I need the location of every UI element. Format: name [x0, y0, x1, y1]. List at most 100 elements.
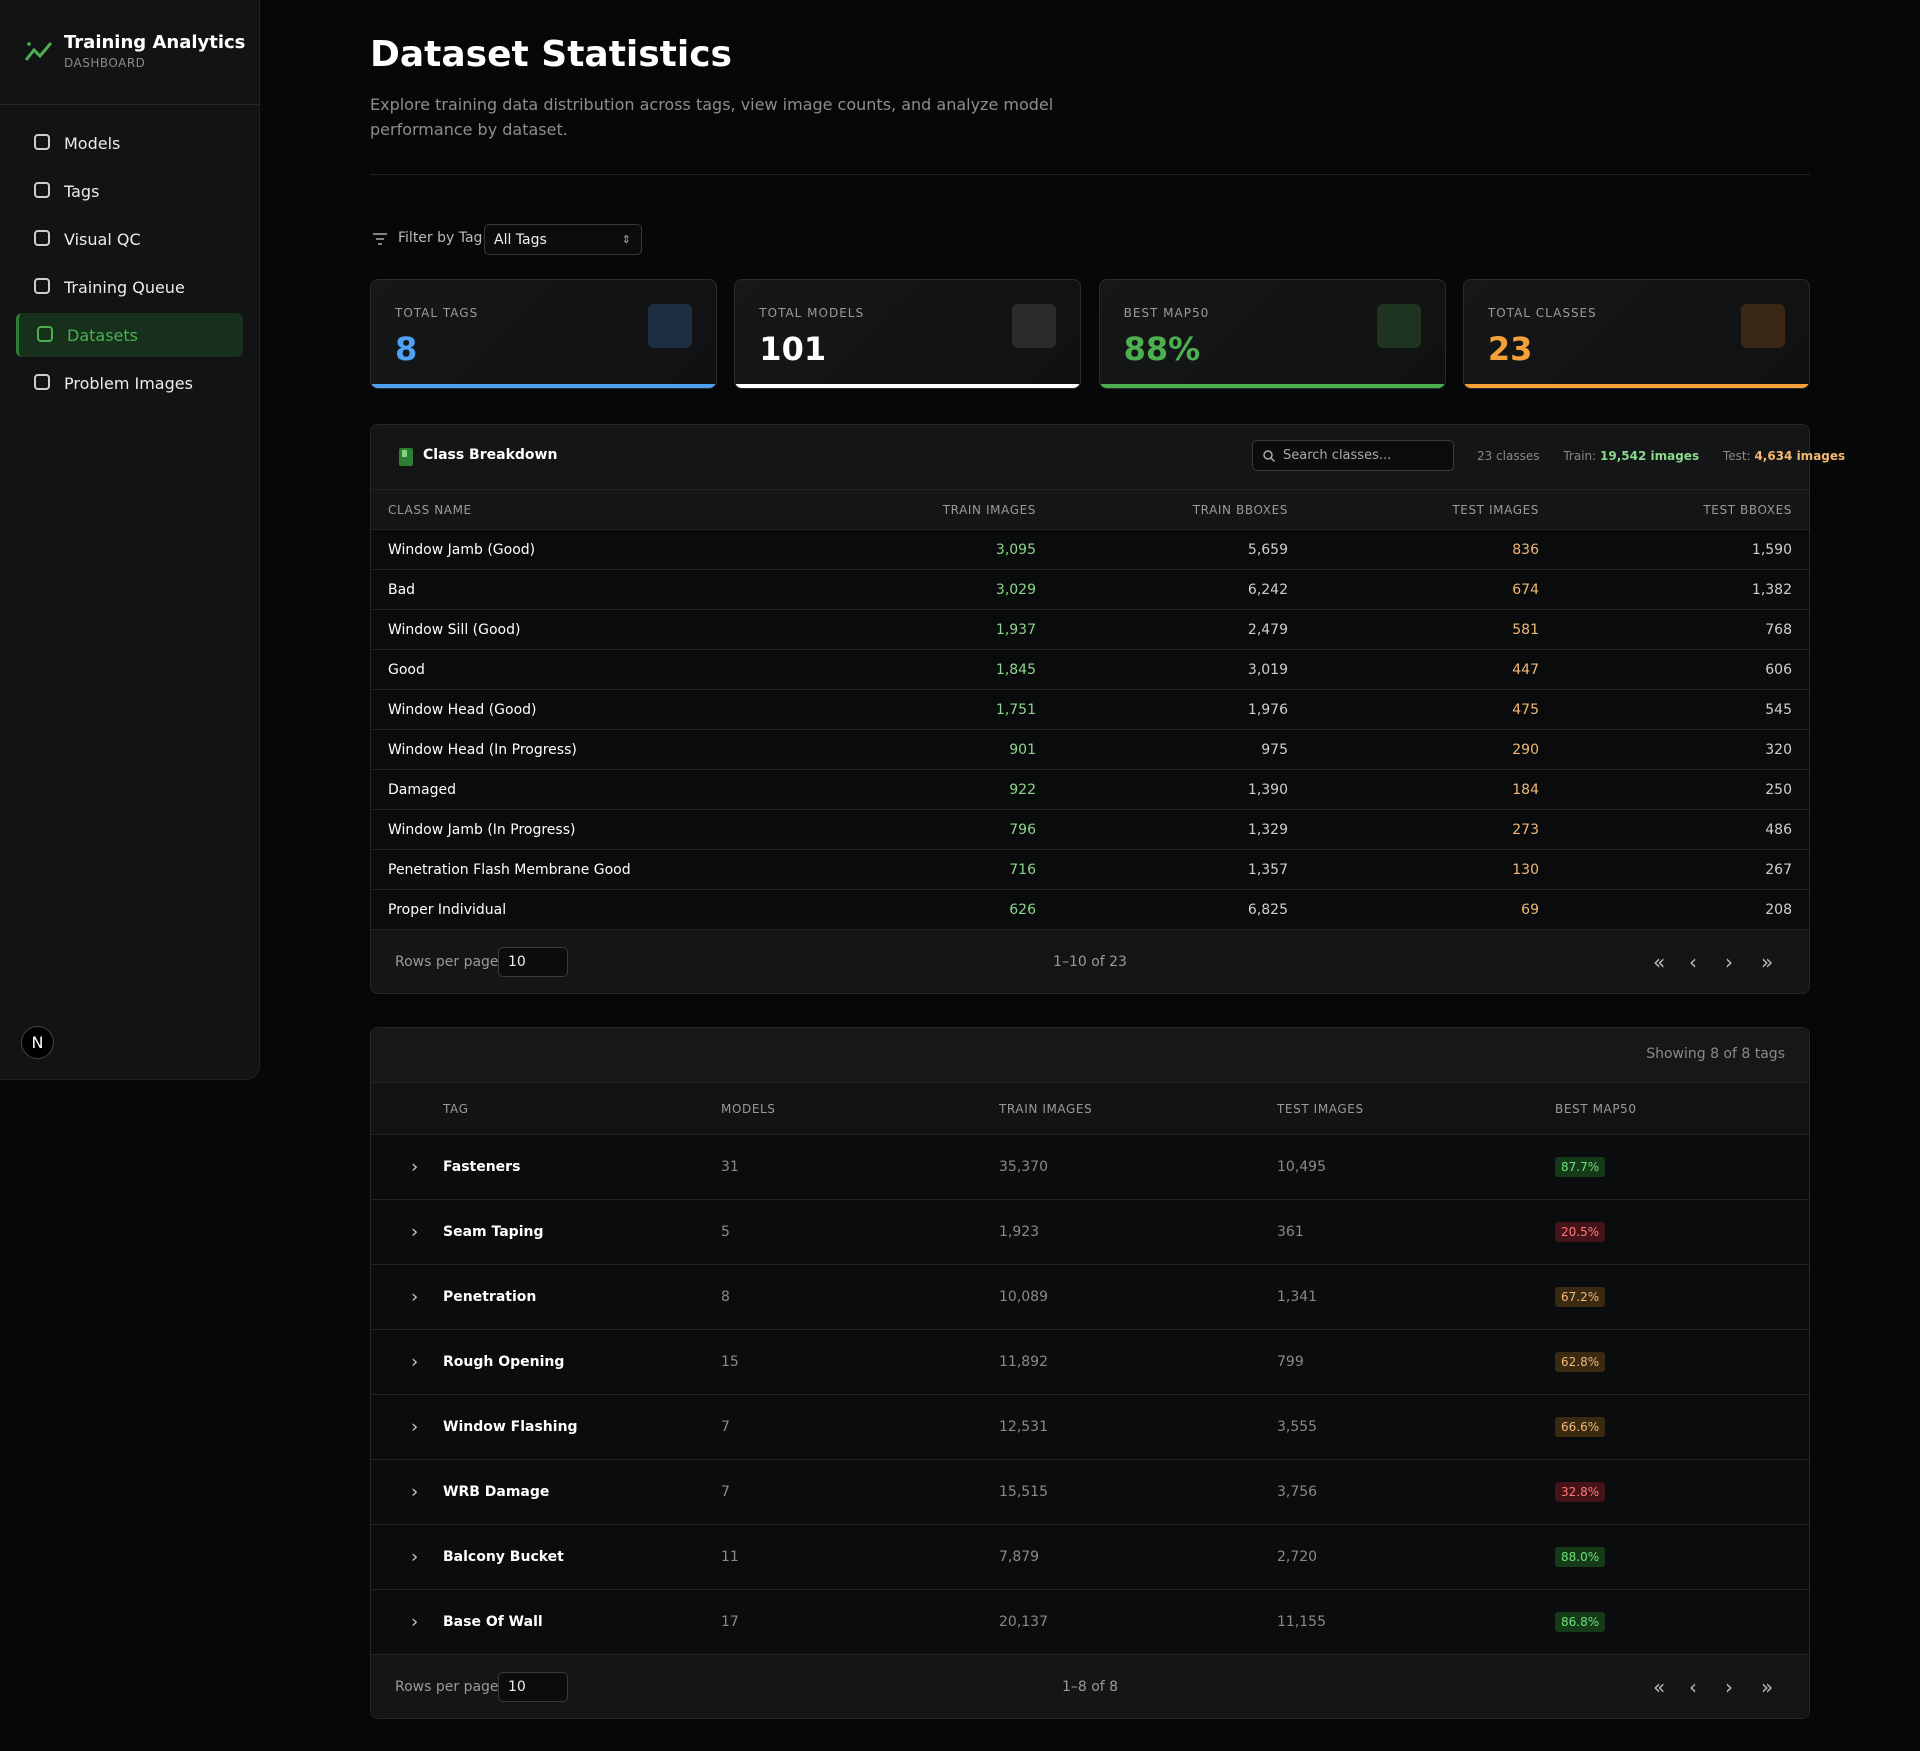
tag-row[interactable]: › Balcony Bucket 11 7,879 2,720 88.0%: [371, 1524, 1809, 1589]
stat-icon: [1012, 304, 1057, 348]
rows-per-page-select[interactable]: 10: [498, 946, 568, 977]
table-row: Window Head (In Progress) 901 975 290 320: [371, 729, 1809, 769]
expand-chevron[interactable]: ›: [411, 1156, 419, 1178]
table-header-row: CLASS NAME TRAIN IMAGES TRAIN BBOXES TEST I…: [371, 489, 1809, 529]
nav-item[interactable]: Tags: [16, 169, 243, 213]
tag-row[interactable]: › Window Flashing 7 12,531 3,555 66.6%: [371, 1394, 1809, 1459]
column-header: TRAIN IMAGES: [999, 1101, 1093, 1116]
expand-chevron[interactable]: ›: [411, 1286, 419, 1308]
avatar[interactable]: N: [21, 1026, 54, 1059]
page-button[interactable]: ‹: [1689, 1674, 1697, 1699]
page-range: 1–10 of 23: [1053, 953, 1127, 970]
class-name: Proper Individual: [388, 901, 507, 918]
class-name: Window Sill (Good): [388, 621, 521, 638]
cell-number: 184: [1512, 781, 1539, 798]
sidebar: Training Analytics DASHBOARD Models Tags V…: [0, 0, 260, 1080]
nav-item[interactable]: Visual QC: [16, 217, 243, 261]
page-button[interactable]: «: [1653, 1674, 1666, 1699]
map-badge: 62.8%: [1555, 1352, 1606, 1372]
column-header: TRAIN IMAGES: [942, 502, 1036, 517]
app-title: Training Analytics: [64, 32, 246, 53]
page-button[interactable]: »: [1761, 949, 1774, 974]
rows-per-page-select[interactable]: 10: [498, 1671, 568, 1702]
nav-icon: [34, 134, 50, 150]
stat-icon: [648, 304, 692, 348]
expand-chevron[interactable]: ›: [411, 1546, 419, 1568]
card-title: Class Breakdown: [423, 447, 558, 463]
tag-name: Rough Opening: [443, 1354, 565, 1370]
cell-number: 2,720: [1277, 1549, 1318, 1565]
nav-item[interactable]: Datasets: [16, 313, 243, 357]
page-title: Dataset Statistics: [370, 34, 732, 75]
expand-chevron[interactable]: ›: [411, 1416, 419, 1438]
page-button[interactable]: «: [1653, 949, 1666, 974]
logo-icon: [24, 42, 53, 61]
tag-row[interactable]: › Base Of Wall 17 20,137 11,155 86.8%: [371, 1589, 1809, 1654]
page-description: Explore training data distribution acros…: [370, 95, 1054, 139]
expand-chevron[interactable]: ›: [411, 1481, 419, 1503]
column-header: TRAIN BBOXES: [1192, 502, 1288, 517]
tag-row[interactable]: › WRB Damage 7 15,515 3,756 32.8%: [371, 1459, 1809, 1524]
page-button[interactable]: ‹: [1689, 949, 1697, 974]
tag-row[interactable]: › Penetration 8 10,089 1,341 67.2%: [371, 1264, 1809, 1329]
cell-number: 3,555: [1277, 1419, 1318, 1435]
cell-number: 1,357: [1247, 861, 1288, 878]
cell-number: 35,370: [999, 1159, 1048, 1175]
stat-bar: [735, 384, 1081, 388]
cell-number: 130: [1512, 861, 1539, 878]
tag-name: Window Flashing: [443, 1419, 578, 1435]
tag-row[interactable]: › Seam Taping 5 1,923 361 20.5%: [371, 1199, 1809, 1264]
stat-icon: [1740, 304, 1785, 348]
expand-chevron[interactable]: ›: [411, 1351, 419, 1373]
cell-number: 3,756: [1277, 1484, 1318, 1500]
nav-icon: [34, 374, 50, 390]
expand-chevron[interactable]: ›: [411, 1611, 419, 1633]
page-button[interactable]: ›: [1725, 949, 1733, 974]
nav-item[interactable]: Training Queue: [16, 265, 243, 309]
tag-row[interactable]: › Fasteners 31 35,370 10,495 87.7%: [371, 1134, 1809, 1199]
app-subtitle: DASHBOARD: [64, 56, 146, 70]
nav-label: Models: [64, 133, 121, 153]
cell-number: 768: [1765, 621, 1792, 638]
table-row: Window Head (Good) 1,751 1,976 475 545: [371, 689, 1809, 729]
cell-number: 7,879: [999, 1549, 1040, 1565]
train-label: Train:: [1563, 449, 1597, 463]
page-button[interactable]: »: [1761, 1674, 1774, 1699]
cell-number: 1,390: [1247, 781, 1288, 798]
page-button[interactable]: ›: [1725, 1674, 1733, 1699]
map-badge: 67.2%: [1555, 1287, 1606, 1307]
cell-number: 6,825: [1247, 901, 1288, 918]
cell-number: 1,976: [1247, 701, 1288, 718]
cell-number: 799: [1277, 1354, 1304, 1370]
column-header: TEST IMAGES: [1277, 1101, 1364, 1116]
nav-item[interactable]: Models: [16, 121, 243, 165]
cell-number: 5,659: [1247, 541, 1288, 558]
cell-number: 208: [1765, 901, 1792, 918]
search-input[interactable]: Search classes...: [1252, 440, 1454, 471]
search-icon: [1263, 450, 1275, 462]
table-header-row: TAG MODELS TRAIN IMAGES TEST IMAGES BEST MAP…: [371, 1082, 1809, 1134]
cell-number: 901: [1009, 741, 1036, 758]
pagination: Rows per page: 10 1–10 of 23 « ‹ › »: [371, 929, 1809, 993]
cell-number: 1,923: [999, 1224, 1040, 1240]
expand-chevron[interactable]: ›: [411, 1221, 419, 1243]
cell-number: 1,937: [995, 621, 1036, 638]
nav-label: Problem Images: [64, 373, 193, 393]
nav-item[interactable]: Problem Images: [16, 361, 243, 405]
cell-number: 290: [1512, 741, 1539, 758]
cell-number: 486: [1765, 821, 1792, 838]
map-badge: 86.8%: [1555, 1612, 1606, 1632]
cell-number: 7: [721, 1484, 730, 1500]
tag-filter-select[interactable]: All Tags ⇕: [484, 224, 642, 255]
tag-summary: Showing 8 of 8 tags: [1646, 1046, 1785, 1062]
class-name: Window Head (Good): [388, 701, 537, 718]
table-row: Window Jamb (Good) 3,095 5,659 836 1,590: [371, 529, 1809, 569]
tag-name: Base Of Wall: [443, 1614, 543, 1630]
cell-number: 15,515: [999, 1484, 1048, 1500]
tag-name: Penetration: [443, 1289, 537, 1305]
pagination: Rows per page: 10 1–8 of 8 « ‹ › »: [371, 1654, 1809, 1718]
tag-row[interactable]: › Rough Opening 15 11,892 799 62.8%: [371, 1329, 1809, 1394]
cell-number: 31: [721, 1159, 739, 1175]
class-name: Window Jamb (In Progress): [388, 821, 576, 838]
stat-label: TOTAL TAGS: [395, 306, 479, 320]
